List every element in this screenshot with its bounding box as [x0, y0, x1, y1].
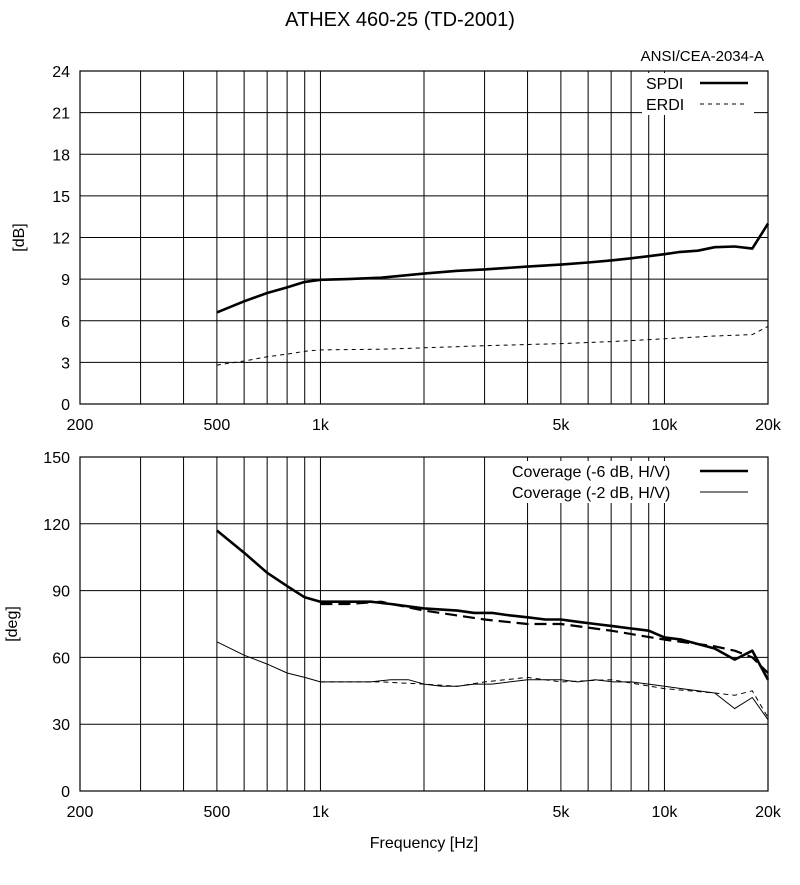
x-tick-label: 500 — [204, 804, 231, 821]
y-axis-label: [deg] — [4, 606, 21, 642]
plot-frame — [79, 456, 769, 792]
y-tick-label: 24 — [52, 64, 70, 81]
x-tick-label: 500 — [204, 417, 231, 434]
x-tick-label: 5k — [552, 804, 570, 821]
y-tick-label: 150 — [43, 450, 70, 467]
legend-label: Coverage (-2 dB, H/V) — [512, 485, 670, 502]
plot-frame — [79, 70, 769, 405]
y-tick-label: 0 — [61, 784, 70, 801]
legend-background — [508, 482, 754, 503]
y-tick-label: 30 — [52, 717, 70, 734]
legend-background — [642, 73, 754, 94]
panel-directivity-index: 0 3 6 9 12 15 18 21 24 200 500 1k 5k 10k 20k [dB] SPDI ER… — [11, 64, 782, 434]
x-tick-label: 1k — [312, 417, 330, 434]
y-tick-label: 6 — [61, 314, 70, 331]
legend-background — [508, 461, 754, 482]
standard-label: ANSI/CEA-2034-A — [641, 48, 764, 65]
series-line-1-1 — [320, 600, 769, 674]
x-tick-label: 20k — [755, 417, 782, 434]
x-tick-label: 5k — [552, 417, 570, 434]
y-tick-label: 15 — [52, 189, 70, 206]
y-tick-label: 90 — [52, 584, 70, 601]
y-tick-label: 9 — [61, 272, 70, 289]
y-axis-label: [dB] — [11, 223, 28, 251]
x-tick-label: 10k — [652, 417, 679, 434]
x-tick-label: 1k — [312, 804, 330, 821]
x-tick-label: 20k — [755, 804, 782, 821]
series-line-1-3 — [320, 676, 769, 718]
x-axis-label: Frequency [Hz] — [370, 835, 478, 852]
y-tick-label: 120 — [43, 517, 70, 534]
series-line-0-1 — [216, 325, 769, 366]
legend-label: ERDI — [646, 97, 684, 114]
chart-title: ATHEX 460-25 (TD-2001) — [285, 9, 515, 31]
series-line-0-0 — [216, 222, 770, 314]
legend-background — [642, 94, 754, 115]
y-tick-label: 60 — [52, 650, 70, 667]
y-tick-label: 21 — [52, 106, 70, 123]
x-tick-label: 10k — [652, 804, 679, 821]
series-line-1-0 — [216, 529, 770, 681]
y-tick-label: 12 — [52, 231, 70, 248]
x-tick-label: 200 — [67, 804, 94, 821]
legend-label: Coverage (-6 dB, H/V) — [512, 464, 670, 481]
y-tick-label: 18 — [52, 147, 70, 164]
y-tick-label: 3 — [61, 355, 70, 372]
y-tick-label: 0 — [61, 397, 70, 414]
panel-coverage-angle: 0 30 60 90 120 150 200 500 1k 5k 10k 20k [deg] Freque… — [4, 450, 782, 852]
x-tick-label: 200 — [67, 417, 94, 434]
legend-label: SPDI — [646, 76, 683, 93]
